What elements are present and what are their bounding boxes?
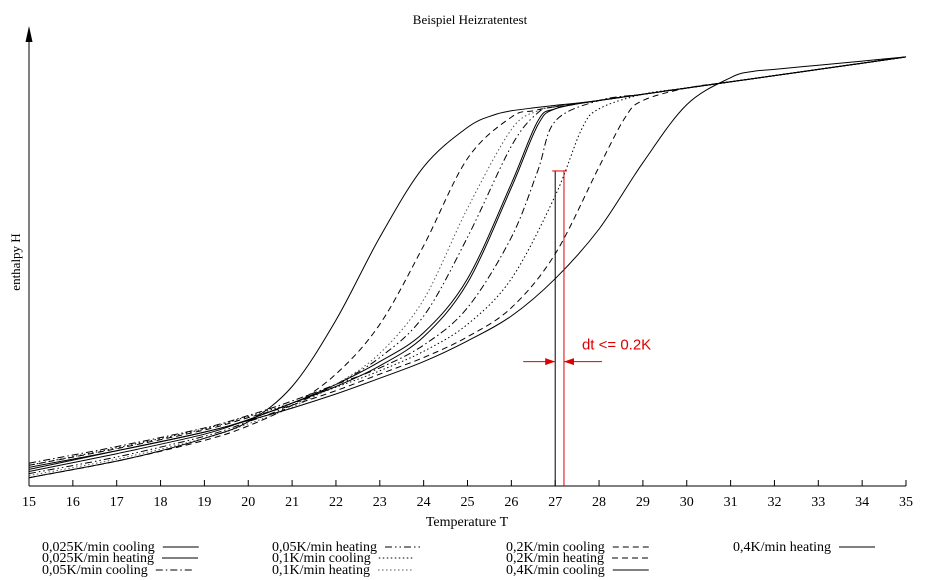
- series-line: [28, 56, 907, 468]
- x-axis-ticks: 15 16 17 18 19 20 21 22 23 24 25 26 27 28 29 30 31 32 33 34…: [22, 480, 913, 510]
- x-tick-label: 29: [636, 495, 650, 510]
- series-line: [28, 56, 907, 464]
- series-line: [28, 56, 907, 466]
- legend-item: 0,025K/min heating: [42, 551, 198, 566]
- series-line: [28, 56, 907, 472]
- x-tick-label: 22: [329, 495, 343, 510]
- legend-item: 0,2K/min heating: [506, 551, 648, 566]
- legend-item: 0,05K/min heating: [272, 540, 421, 555]
- series-line: [28, 56, 907, 466]
- x-tick-label: 18: [154, 495, 168, 510]
- arrow-right-icon: [545, 358, 556, 366]
- legend-item: 0,1K/min heating: [272, 563, 414, 578]
- x-tick-label: 28: [592, 495, 606, 510]
- x-tick-label: 21: [285, 495, 299, 510]
- series-line: [28, 56, 907, 479]
- x-tick-label: 27: [548, 495, 562, 510]
- x-tick-label: 26: [504, 495, 518, 510]
- x-tick-label: 33: [811, 495, 825, 510]
- legend-item: 0,4K/min cooling: [506, 563, 649, 578]
- x-tick-label: 17: [110, 495, 124, 510]
- series-line: [28, 56, 907, 470]
- legend-item: 0,025K/min cooling: [42, 540, 199, 555]
- annotation-text: dt <= 0.2K: [582, 337, 651, 354]
- x-tick-label: 23: [373, 495, 387, 510]
- x-tick-label: 30: [680, 495, 694, 510]
- x-tick-label: 31: [724, 495, 738, 510]
- legend-item: 0,2K/min cooling: [506, 540, 649, 555]
- x-tick-label: 34: [855, 495, 869, 510]
- legend-item: 0,4K/min heating: [733, 540, 875, 555]
- series-line: [28, 56, 907, 477]
- x-axis-label: Temperature T: [426, 515, 509, 530]
- legend-label: 0,1K/min heating: [272, 563, 370, 578]
- legend-item: 0,05K/min cooling: [42, 563, 192, 578]
- legend-label: 0,4K/min heating: [733, 540, 831, 555]
- chart-title: Beispiel Heizratentest: [413, 12, 528, 27]
- y-axis-arrow-icon: [25, 26, 33, 42]
- x-tick-label: 20: [241, 495, 255, 510]
- legend-label: 0,1K/min cooling: [272, 551, 371, 566]
- legend-item: 0,1K/min cooling: [272, 551, 415, 566]
- x-tick-label: 15: [22, 495, 36, 510]
- x-tick-label: 25: [461, 495, 475, 510]
- y-axis-label: enthalpy H: [8, 233, 23, 290]
- legend-label: 0,025K/min heating: [42, 551, 154, 566]
- arrow-left-icon: [563, 358, 574, 366]
- x-tick-label: 16: [66, 495, 80, 510]
- x-tick-label: 35: [899, 495, 913, 510]
- legend-label: 0,05K/min cooling: [42, 563, 148, 578]
- legend-label: 0,2K/min cooling: [506, 540, 605, 555]
- x-tick-label: 32: [767, 495, 781, 510]
- legend-label: 0,05K/min heating: [272, 540, 377, 555]
- axes: [25, 26, 906, 487]
- series-lines: [28, 56, 907, 479]
- legend-label: 0,025K/min cooling: [42, 540, 155, 555]
- annotation: dt <= 0.2K: [523, 170, 651, 486]
- series-line: [28, 56, 907, 475]
- legend-label: 0,4K/min cooling: [506, 563, 605, 578]
- legend-label: 0,2K/min heating: [506, 551, 604, 566]
- series-line: [28, 56, 907, 479]
- x-tick-label: 19: [197, 495, 211, 510]
- x-tick-label: 24: [417, 495, 431, 510]
